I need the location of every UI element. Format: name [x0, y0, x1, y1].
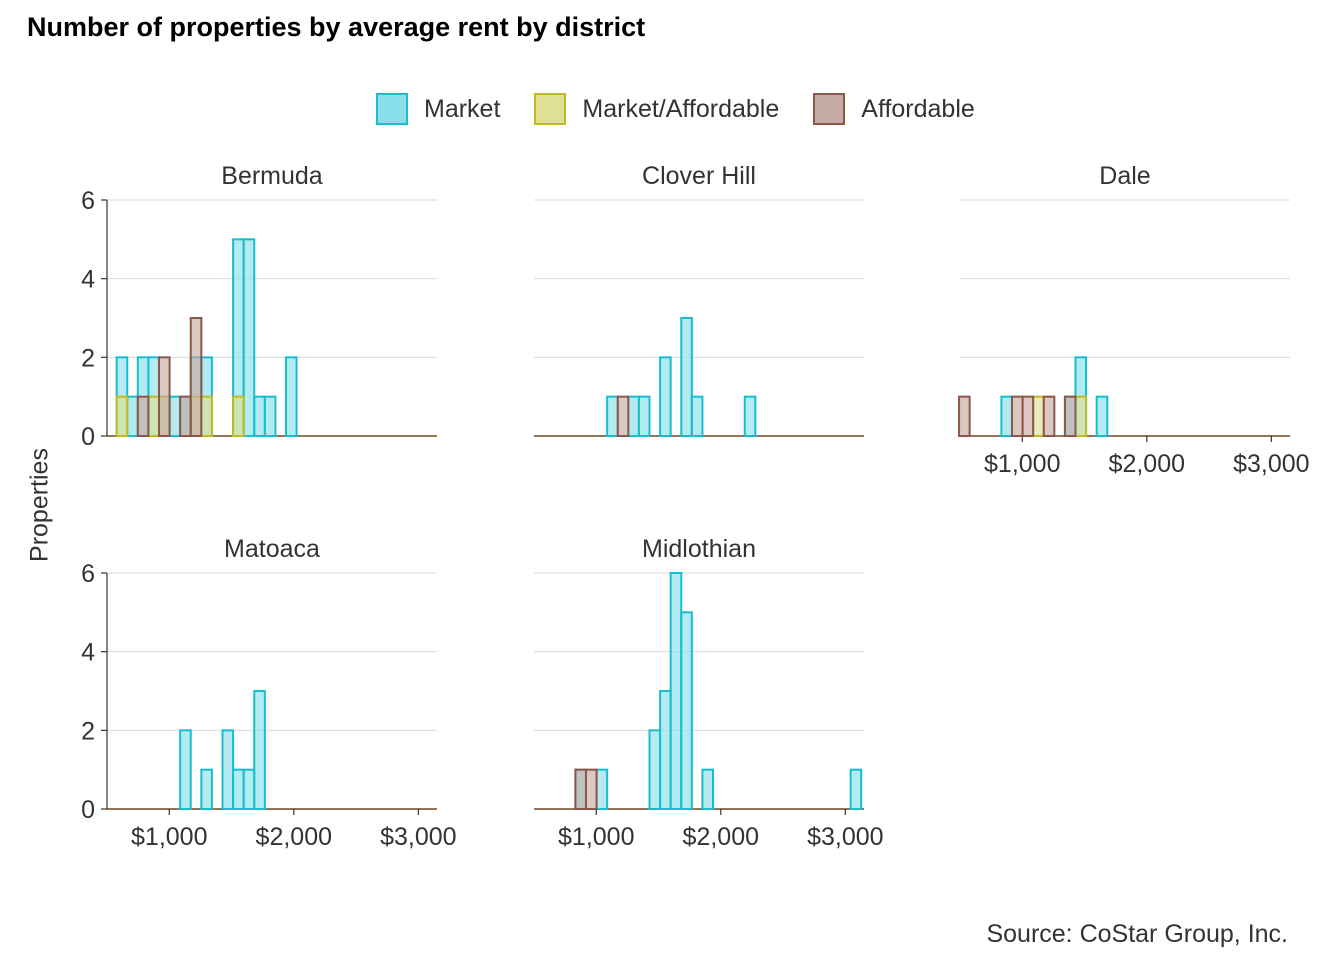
y-tick-label-bermuda-0: 0 — [81, 423, 95, 451]
bar-bermuda-market-affordable-620 — [115, 395, 129, 437]
bar-midlothian-market-3085 — [849, 768, 863, 811]
y-tick-label-matoaca-0: 0 — [81, 796, 95, 824]
legend-item-market-affordable: Market/Affordable — [534, 93, 779, 125]
bar-bermuda-market-1640 — [242, 238, 256, 437]
bar-clover-hill-market-1725 — [680, 317, 693, 437]
bar-bermuda-market-affordable-1300 — [200, 395, 213, 437]
y-tick-label-bermuda-6: 6 — [81, 187, 95, 215]
bar-clover-hill-market-1300 — [627, 395, 640, 437]
bar-bermuda-affordable-790 — [136, 395, 150, 437]
legend-item-affordable: Affordable — [813, 93, 975, 125]
bar-bermuda-affordable-1215 — [189, 317, 203, 437]
bar-bermuda-market-1725 — [253, 395, 266, 437]
source-caption: Source: CoStar Group, Inc. — [986, 920, 1288, 948]
bar-matoaca-market-1300 — [200, 768, 213, 811]
bar-dale-affordable-960 — [1010, 395, 1024, 437]
bar-dale-affordable-535 — [958, 395, 971, 437]
bar-clover-hill-market-1810 — [690, 395, 704, 437]
legend-item-market: Market — [376, 93, 500, 125]
y-tick-label-matoaca-2: 2 — [81, 717, 95, 745]
legend-key-market-affordable — [534, 93, 567, 125]
x-tick-label-matoaca-2000: $2,000 — [256, 823, 332, 851]
bar-midlothian-market-1725 — [680, 611, 693, 810]
bar-midlothian-market-1470 — [648, 729, 662, 810]
x-tick-label-matoaca-1000: $1,000 — [131, 823, 207, 851]
bar-clover-hill-market-2235 — [743, 395, 757, 437]
panel-title-dale: Dale — [1099, 162, 1150, 190]
bar-matoaca-market-1640 — [242, 768, 256, 811]
bar-matoaca-market-1130 — [179, 729, 192, 810]
legend-label-market-affordable: Market/Affordable — [582, 94, 780, 123]
x-tick-label-midlothian-1000: $1,000 — [558, 823, 634, 851]
y-tick-label-matoaca-4: 4 — [81, 639, 95, 667]
legend-key-affordable — [813, 93, 846, 125]
legend-key-market — [376, 93, 408, 125]
bar-clover-hill-market-1385 — [637, 395, 651, 437]
bar-matoaca-market-1555 — [232, 768, 245, 811]
bar-dale-market-affordable-1130 — [1032, 395, 1045, 437]
panel-title-midlothian: Midlothian — [642, 535, 756, 563]
bar-midlothian-market-1045 — [595, 768, 609, 811]
bar-midlothian-market-1895 — [701, 768, 715, 811]
bar-bermuda-market-affordable-875 — [147, 395, 160, 437]
bar-bermuda-affordable-960 — [157, 356, 171, 438]
bar-clover-hill-market-1130 — [606, 395, 619, 437]
bar-bermuda-market-affordable-1555 — [232, 395, 245, 437]
bar-midlothian-market-1640 — [669, 572, 683, 810]
legend-label-affordable: Affordable — [861, 94, 975, 123]
x-tick-label-dale-1000: $1,000 — [984, 450, 1060, 478]
bar-dale-affordable-1385 — [1063, 395, 1077, 437]
x-tick-label-dale-3000: $3,000 — [1233, 450, 1309, 478]
y-tick-label-bermuda-2: 2 — [81, 344, 95, 372]
bar-dale-market-affordable-1470 — [1074, 395, 1088, 437]
bar-dale-market-875 — [1000, 395, 1013, 437]
bar-bermuda-affordable-1130 — [179, 395, 192, 437]
x-tick-label-dale-2000: $2,000 — [1109, 450, 1185, 478]
legend: Market Market/Affordable Affordable — [376, 93, 1009, 125]
bar-matoaca-market-1470 — [221, 729, 235, 810]
bar-clover-hill-market-1555 — [659, 356, 672, 438]
bar-bermuda-market-705 — [126, 395, 139, 437]
bar-bermuda-market-1810 — [263, 395, 277, 437]
bar-bermuda-market-1980 — [285, 356, 298, 438]
bar-dale-affordable-1215 — [1042, 395, 1056, 437]
panel-title-bermuda: Bermuda — [221, 162, 323, 190]
y-tick-label-matoaca-6: 6 — [81, 560, 95, 588]
panel-title-clover-hill: Clover Hill — [642, 162, 756, 190]
bar-midlothian-affordable-875 — [574, 768, 587, 811]
bar-dale-market-1640 — [1095, 395, 1109, 437]
x-tick-label-midlothian-3000: $3,000 — [807, 823, 883, 851]
chart-title: Number of properties by average rent by … — [27, 12, 646, 42]
y-tick-label-bermuda-4: 4 — [81, 266, 95, 294]
bar-matoaca-market-1725 — [253, 690, 266, 810]
x-tick-label-matoaca-3000: $3,000 — [380, 823, 456, 851]
legend-label-market: Market — [424, 94, 501, 123]
bar-midlothian-market-1555 — [659, 690, 672, 810]
bar-dale-affordable-1045 — [1021, 395, 1035, 437]
panel-title-matoaca: Matoaca — [224, 535, 320, 563]
bar-midlothian-affordable-960 — [584, 768, 598, 811]
bar-clover-hill-affordable-1215 — [616, 395, 630, 437]
bar-bermuda-market-1045 — [168, 395, 182, 437]
x-tick-label-midlothian-2000: $2,000 — [683, 823, 759, 851]
